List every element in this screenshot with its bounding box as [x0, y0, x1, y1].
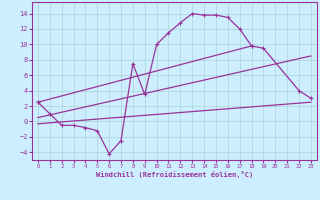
X-axis label: Windchill (Refroidissement éolien,°C): Windchill (Refroidissement éolien,°C) [96, 171, 253, 178]
